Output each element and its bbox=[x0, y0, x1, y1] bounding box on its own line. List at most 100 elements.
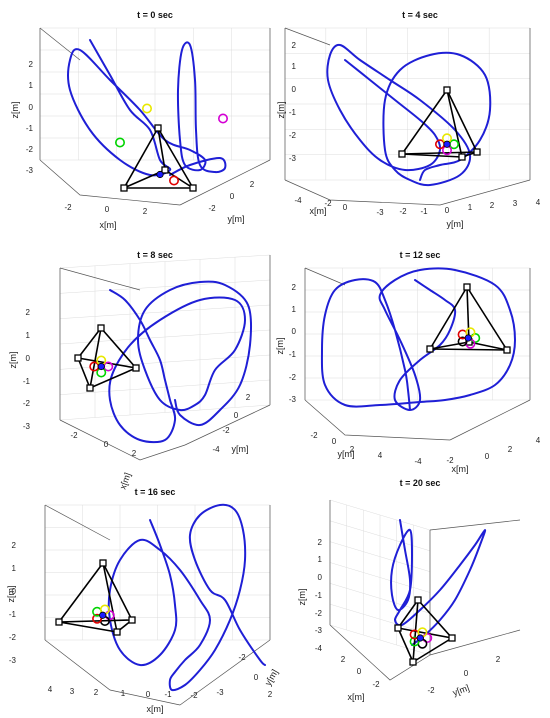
y-tick-label: 0 bbox=[234, 411, 239, 420]
x-tick-label: -2 bbox=[190, 691, 198, 700]
target-marker bbox=[470, 332, 481, 343]
z-tick-label: 0 bbox=[318, 573, 323, 582]
y-tick-label: 4 bbox=[378, 451, 383, 460]
formation-centroid-marker bbox=[464, 334, 472, 342]
z-tick-label: 1 bbox=[26, 331, 31, 340]
formation-edge bbox=[89, 367, 137, 389]
y-tick-label: 2 bbox=[350, 445, 355, 454]
axis-box-edge bbox=[44, 504, 111, 541]
z-tick-label: -1 bbox=[23, 377, 31, 386]
formation-edge bbox=[412, 637, 453, 663]
x-tick-label: -2 bbox=[324, 199, 332, 208]
plot-panel-1: t = 0 sec 2 1 0 -1 -2 -3 z[m] -2 0 2 x[m] -2 0 2 y[m] bbox=[10, 10, 271, 230]
z-tick-label: -1 bbox=[315, 591, 323, 600]
y-tick-label: 0 bbox=[445, 206, 450, 215]
formation-edge bbox=[397, 627, 453, 639]
target-marker bbox=[457, 336, 468, 347]
x-axis-label: x[m] bbox=[452, 464, 469, 474]
z-tick-label: -1 bbox=[9, 610, 17, 619]
z-tick-label: 0 bbox=[292, 85, 297, 94]
target-marker bbox=[218, 113, 229, 124]
z-tick-label: 2 bbox=[318, 538, 323, 547]
z-axis-label: z[m] bbox=[275, 338, 285, 355]
agent-marker bbox=[74, 354, 82, 362]
agent-marker bbox=[86, 384, 94, 392]
axis-box-edge bbox=[429, 629, 521, 656]
x-axis-label: x[m] bbox=[310, 206, 327, 216]
formation-centroid-marker bbox=[99, 611, 107, 619]
axis-box-edge bbox=[39, 159, 181, 206]
x-tick-label: 2 bbox=[341, 655, 346, 664]
formation-edge bbox=[157, 127, 194, 189]
formation-centroid-marker bbox=[97, 362, 105, 371]
z-tick-label: 1 bbox=[292, 305, 297, 314]
target-marker bbox=[92, 613, 103, 624]
y-tick-label: -4 bbox=[212, 445, 220, 454]
x-tick-label: 1 bbox=[121, 689, 126, 698]
z-tick-label: -1 bbox=[289, 350, 297, 359]
agent-marker bbox=[132, 364, 140, 372]
axis-box-edge bbox=[439, 179, 531, 206]
y-tick-label: -2 bbox=[427, 686, 435, 695]
y-tick-label: 2 bbox=[496, 655, 501, 664]
trajectory-line bbox=[326, 43, 492, 187]
y-axis-label: y[m] bbox=[451, 683, 470, 698]
formation-centroid-marker bbox=[443, 140, 451, 148]
panel-title: t = 8 sec bbox=[137, 250, 173, 260]
grid-line bbox=[329, 603, 431, 635]
agent-marker bbox=[120, 184, 128, 192]
formation-edge bbox=[446, 89, 478, 153]
agent-marker bbox=[443, 86, 451, 94]
y-axis-label: y[m] bbox=[228, 214, 245, 224]
z-tick-label: 2 bbox=[12, 541, 17, 550]
z-tick-label: -2 bbox=[315, 609, 323, 618]
formation-edge bbox=[401, 151, 478, 155]
axis-box-edge bbox=[179, 639, 271, 706]
panel-title: t = 20 sec bbox=[400, 478, 441, 488]
formation-edge bbox=[102, 562, 118, 633]
z-tick-label: -2 bbox=[9, 633, 17, 642]
agent-marker bbox=[128, 616, 136, 624]
agent-marker bbox=[55, 618, 63, 626]
z-axis-label: z[m] bbox=[6, 586, 16, 603]
x-tick-label: 0 bbox=[357, 667, 362, 676]
z-tick-label: 1 bbox=[29, 81, 34, 90]
z-tick-label: 1 bbox=[318, 555, 323, 564]
z-axis-label: z[m] bbox=[276, 102, 286, 119]
y-tick-label: 2 bbox=[268, 690, 273, 699]
axis-box-edge bbox=[44, 639, 181, 706]
plot-panel-2: t = 4 sec 2 1 0 -1 -2 -3 z[m] -4 -2 0 x[m] -3 -2 -1 0 1 2… bbox=[276, 10, 541, 229]
axis-box-edge bbox=[39, 27, 81, 61]
formation-edge bbox=[58, 621, 118, 633]
x-tick-label: 2 bbox=[508, 445, 513, 454]
target-marker bbox=[115, 137, 126, 148]
x-axis-label: x[m] bbox=[348, 692, 365, 702]
target-marker bbox=[169, 175, 180, 186]
formation-edge bbox=[401, 89, 448, 155]
grid-line bbox=[59, 379, 271, 395]
z-tick-label: -2 bbox=[289, 373, 297, 382]
x-tick-label: 0 bbox=[485, 452, 490, 461]
z-tick-label: -3 bbox=[23, 422, 31, 431]
agent-marker bbox=[473, 148, 481, 156]
agent-marker bbox=[426, 345, 434, 353]
y-tick-label: -2 bbox=[399, 207, 407, 216]
axis-box-edge bbox=[304, 399, 451, 441]
axis-box-edge bbox=[449, 399, 531, 441]
x-tick-label: 0 bbox=[146, 690, 151, 699]
x-tick-label: 0 bbox=[343, 203, 348, 212]
y-axis-label: y[m] bbox=[447, 219, 464, 229]
z-tick-label: 2 bbox=[26, 308, 31, 317]
formation-edge bbox=[466, 286, 508, 351]
z-tick-label: -3 bbox=[315, 626, 323, 635]
y-tick-label: 2 bbox=[250, 180, 255, 189]
formation-edge bbox=[89, 327, 102, 389]
panel-title: t = 4 sec bbox=[402, 10, 438, 20]
target-marker bbox=[142, 103, 153, 114]
axis-box-edge bbox=[429, 519, 521, 531]
agent-marker bbox=[154, 124, 162, 132]
z-tick-label: 1 bbox=[292, 62, 297, 71]
formation-edge bbox=[77, 327, 102, 359]
y-tick-label: 2 bbox=[246, 393, 251, 402]
